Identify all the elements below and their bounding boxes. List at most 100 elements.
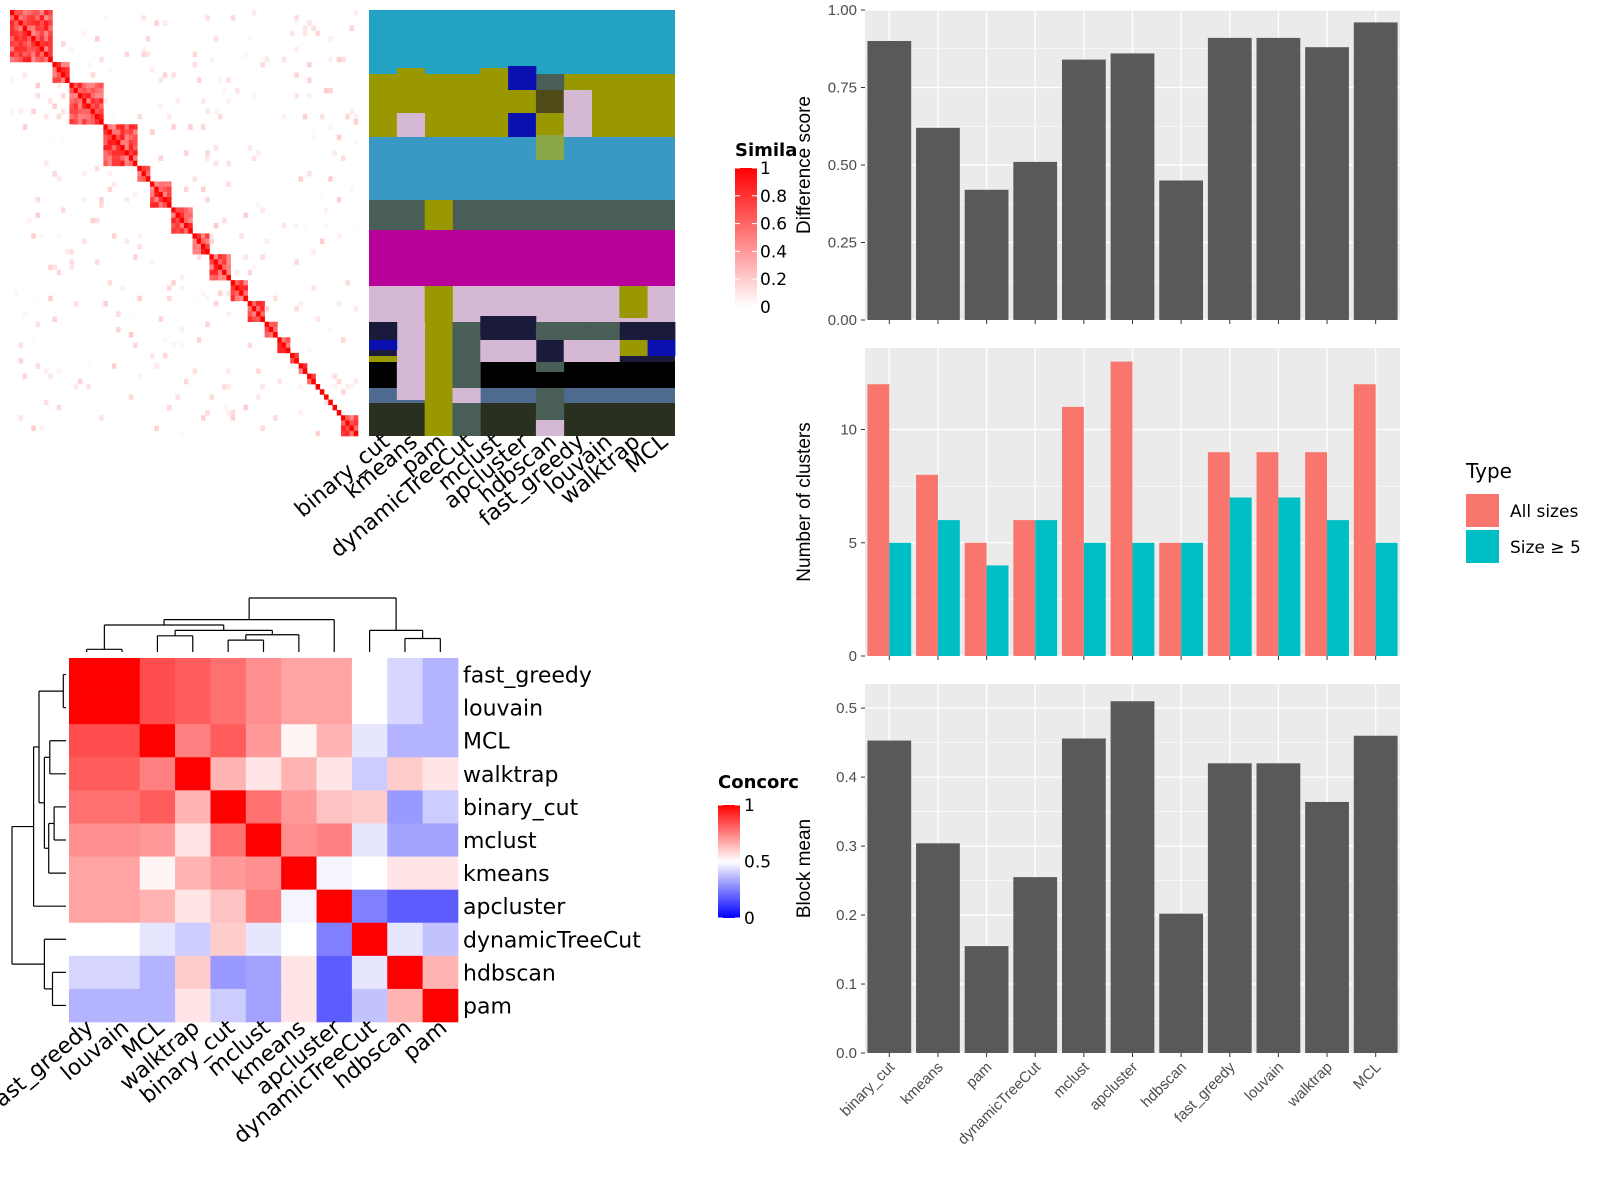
similarity-cell [31, 20, 36, 26]
x-tick-label: dynamicTreeCut [955, 1058, 1045, 1148]
similarity-cell [31, 15, 36, 21]
similarity-cell [307, 61, 312, 68]
similarity-cell [39, 25, 45, 32]
concordance-row-label: mclust [463, 829, 537, 854]
similarity-cell [22, 56, 28, 63]
similarity-cell [35, 20, 40, 26]
similarity-cell [213, 145, 219, 151]
partition-cell [619, 286, 648, 318]
concordance-cell [316, 757, 353, 791]
similarity-cell [39, 30, 45, 37]
y-tick-label: 0.3 [836, 838, 857, 855]
similarity-cell [52, 72, 57, 78]
similarity-cell [107, 150, 113, 156]
concordance-cell [281, 856, 317, 890]
similarity-cell [345, 384, 350, 390]
similarity-cell [341, 337, 346, 343]
y-tick-label: 0.5 [836, 700, 857, 717]
similarity-cell [243, 295, 248, 302]
partition-cell [396, 68, 426, 113]
concordance-cell [139, 691, 176, 725]
concordance-cell [422, 922, 459, 957]
similarity-cell [319, 113, 325, 120]
similarity-cell [14, 41, 19, 47]
similarity-cell [69, 98, 74, 104]
similarity-cell [73, 103, 79, 110]
similarity-cell [188, 207, 193, 213]
similarity-cell [73, 300, 79, 307]
concordance-cell [316, 724, 353, 758]
similarity-cell [82, 238, 87, 245]
difference-bar [1353, 22, 1398, 321]
similarity-cell [277, 378, 282, 385]
similarity-cell [90, 98, 96, 104]
similarity-cell [307, 93, 312, 99]
similarity-cell [111, 145, 117, 151]
similarity-cell [73, 93, 79, 99]
y-axis-title: Block mean [794, 819, 815, 918]
similarity-cell [56, 233, 62, 239]
similarity-cell [150, 67, 155, 73]
similarity-cell [90, 87, 96, 94]
concordance-cell [139, 988, 176, 1023]
y-tick-label: 5 [849, 535, 857, 552]
similarity-cell [281, 347, 287, 354]
concordance-cell [139, 955, 176, 990]
similarity-cell [48, 139, 53, 146]
similarity-cell [184, 223, 189, 229]
partition-cell [563, 90, 592, 137]
similarity-cell [90, 93, 96, 99]
cluster-bar-all-sizes [1061, 406, 1084, 656]
x-tick-label: walktrap [1284, 1059, 1336, 1111]
similarity-cell [179, 274, 185, 281]
similarity-cell [22, 72, 28, 78]
similarity-cell [103, 155, 108, 161]
similarity-cell [167, 197, 172, 203]
similarity-cell [52, 316, 57, 323]
similarity-cell [192, 238, 198, 245]
similarity-cell [82, 93, 87, 99]
similarity-cell [48, 35, 53, 42]
similarity-cell [137, 160, 142, 167]
similarity-cell [175, 217, 181, 224]
similarity-cell [10, 41, 15, 47]
concordance-cell [387, 988, 423, 1023]
similarity-cell [179, 326, 185, 333]
partition-cell [480, 68, 509, 113]
similarity-cell [167, 181, 172, 187]
similarity-cell [162, 191, 168, 198]
concordance-cell [245, 757, 282, 791]
similarity-cell [111, 160, 117, 167]
similarity-cell [307, 20, 312, 26]
similarity-cell [205, 155, 210, 161]
y-tick-label: 0.00 [828, 312, 857, 329]
similarity-cell [158, 202, 164, 208]
similarity-cell [69, 93, 74, 99]
similarity-cell [281, 113, 287, 120]
concordance-cell [175, 856, 211, 890]
similarity-cell [10, 51, 15, 58]
similarity-cell [141, 176, 147, 182]
similarity-cell [124, 150, 130, 156]
similarity-cell [86, 103, 91, 110]
cluster-bar-all-sizes [1159, 542, 1182, 656]
similarity-cell [281, 223, 287, 229]
similarity-cell [60, 108, 66, 115]
similarity-cell [205, 197, 210, 203]
similarity-cell [31, 46, 36, 52]
similarity-cell [99, 98, 104, 104]
y-axis-title: Number of clusters [794, 422, 815, 581]
similarity-cell [39, 41, 45, 47]
similarity-cell [307, 347, 312, 354]
similarity-cell [285, 337, 291, 343]
similarity-cell [99, 103, 104, 110]
similarity-cell [222, 217, 227, 224]
similarity-cell [345, 420, 350, 426]
concordance-legend: Concorc 1 0.5 0 [718, 772, 799, 929]
concordance-cell [422, 658, 459, 692]
concordance-cell [175, 955, 211, 990]
similarity-cell [251, 264, 257, 271]
similarity-cell [154, 20, 159, 26]
similarity-cell [82, 82, 87, 89]
concordance-cell [104, 922, 141, 957]
